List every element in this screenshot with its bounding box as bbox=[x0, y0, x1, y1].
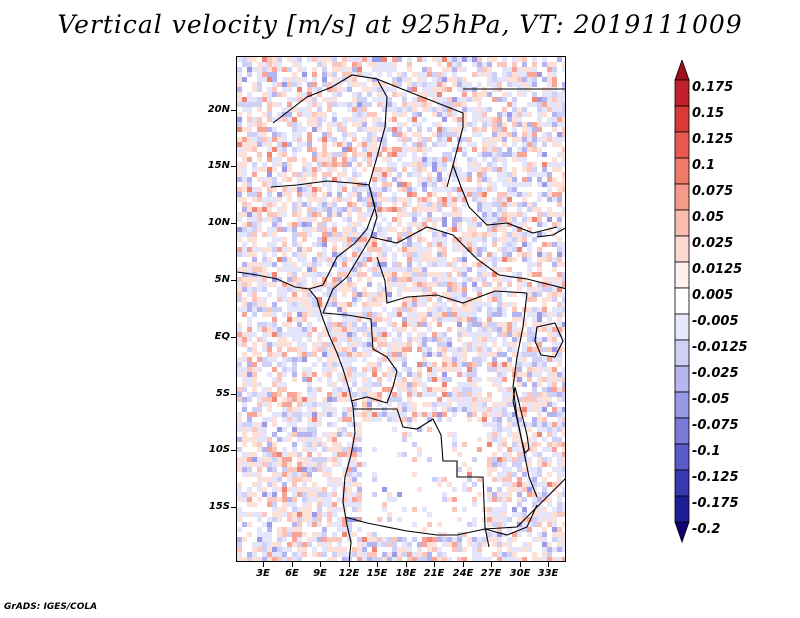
colorbar-label: 0.175 bbox=[692, 80, 734, 95]
lon-tick bbox=[463, 562, 464, 567]
colorbar-label: 0.075 bbox=[692, 184, 734, 199]
colorbar-label: 0.15 bbox=[692, 106, 725, 121]
lon-label-18e: 18E bbox=[395, 568, 417, 579]
coastline-west-africa bbox=[237, 271, 356, 561]
colorbar-label: 0.005 bbox=[692, 288, 734, 303]
lat-label-15s: 15S bbox=[208, 501, 230, 512]
border-zambia bbox=[484, 504, 538, 536]
border-cameroon bbox=[322, 184, 378, 314]
colorbar-segment bbox=[674, 417, 690, 445]
colorbar-label: 0.1 bbox=[692, 158, 716, 173]
boundaries bbox=[237, 74, 565, 561]
colorbar-label: -0.05 bbox=[692, 392, 730, 407]
colorbar-segment bbox=[674, 183, 690, 211]
border-angola-south bbox=[344, 478, 565, 536]
colorbar-top-arrow bbox=[674, 60, 690, 81]
colorbar-segment bbox=[674, 391, 690, 419]
lon-tick bbox=[434, 562, 435, 567]
lat-label-10s: 10S bbox=[208, 444, 230, 455]
lon-label-21e: 21E bbox=[423, 568, 445, 579]
colorbar-label: -0.0125 bbox=[692, 340, 748, 355]
lat-label-15n: 15N bbox=[207, 160, 230, 171]
colorbar-segment bbox=[674, 339, 690, 367]
colorbar-segment bbox=[674, 157, 690, 185]
grads-credit: GrADS: IGES/COLA bbox=[4, 602, 98, 612]
lat-label-10n: 10N bbox=[207, 217, 230, 228]
border-sudan-ss bbox=[452, 164, 558, 234]
lon-label-15e: 15E bbox=[366, 568, 388, 579]
map-plot-area bbox=[236, 56, 566, 562]
lon-tick bbox=[377, 562, 378, 567]
lake-victoria bbox=[534, 322, 564, 358]
colorbar-segment bbox=[674, 235, 690, 263]
lat-label-eq: EQ bbox=[214, 331, 230, 342]
border-east bbox=[536, 227, 565, 238]
lon-label-9e: 9E bbox=[313, 568, 327, 579]
lon-label-33e: 33E bbox=[537, 568, 559, 579]
lat-tick bbox=[231, 280, 236, 281]
lat-tick bbox=[231, 507, 236, 508]
colorbar-label: -0.2 bbox=[692, 522, 721, 537]
border-drc-east bbox=[512, 292, 538, 498]
colorbar-segment bbox=[674, 469, 690, 497]
colorbar-segment bbox=[674, 131, 690, 159]
colorbar-bottom-arrow bbox=[674, 521, 690, 544]
colorbar bbox=[674, 60, 690, 544]
colorbar-label: -0.025 bbox=[692, 366, 739, 381]
lon-tick bbox=[263, 562, 264, 567]
lat-label-20n: 20N bbox=[207, 104, 230, 115]
border-congo bbox=[322, 312, 398, 404]
colorbar-label: -0.175 bbox=[692, 496, 739, 511]
border-angola bbox=[353, 408, 490, 548]
border-chad-libya bbox=[376, 78, 464, 188]
border-car bbox=[370, 226, 565, 290]
colorbar-segment bbox=[674, 365, 690, 393]
lat-label-5s: 5S bbox=[215, 388, 230, 399]
colorbar-label: 0.025 bbox=[692, 236, 734, 251]
colorbar-segment bbox=[674, 443, 690, 471]
lat-tick bbox=[231, 166, 236, 167]
plot-title: Vertical velocity [m/s] at 925hPa, VT: 2… bbox=[57, 10, 743, 39]
lon-label-3e: 3E bbox=[256, 568, 270, 579]
colorbar-segment bbox=[674, 495, 690, 523]
colorbar-segment bbox=[674, 79, 690, 107]
colorbar-label: -0.125 bbox=[692, 470, 739, 485]
lat-tick bbox=[231, 337, 236, 338]
lon-tick bbox=[320, 562, 321, 567]
colorbar-segment bbox=[674, 105, 690, 133]
colorbar-segment bbox=[674, 287, 690, 315]
lon-label-6e: 6E bbox=[285, 568, 299, 579]
colorbar-segment bbox=[674, 261, 690, 289]
border-car-south bbox=[376, 256, 528, 304]
lon-label-12e: 12E bbox=[338, 568, 360, 579]
lat-tick bbox=[231, 110, 236, 111]
colorbar-label: 0.05 bbox=[692, 210, 725, 225]
velocity-field bbox=[237, 57, 565, 561]
colorbar-label: 0.125 bbox=[692, 132, 734, 147]
colorbar-label: -0.1 bbox=[692, 444, 721, 459]
lon-tick bbox=[520, 562, 521, 567]
lat-label-5n: 5N bbox=[214, 274, 230, 285]
lat-tick bbox=[231, 394, 236, 395]
lake-tanganyika bbox=[512, 386, 530, 455]
lon-tick bbox=[292, 562, 293, 567]
colorbar-segment bbox=[674, 209, 690, 237]
colorbar-label: 0.0125 bbox=[692, 262, 743, 277]
lon-tick bbox=[406, 562, 407, 567]
lon-tick bbox=[548, 562, 549, 567]
lon-label-30e: 30E bbox=[509, 568, 531, 579]
colorbar-label: -0.005 bbox=[692, 314, 739, 329]
lon-tick bbox=[349, 562, 350, 567]
lon-tick bbox=[491, 562, 492, 567]
colorbar-label: -0.075 bbox=[692, 418, 739, 433]
colorbar-segment bbox=[674, 313, 690, 341]
velocity-shading bbox=[237, 57, 565, 561]
lon-label-27e: 27E bbox=[480, 568, 502, 579]
lat-tick bbox=[231, 223, 236, 224]
lon-label-24e: 24E bbox=[452, 568, 474, 579]
lat-tick bbox=[231, 450, 236, 451]
